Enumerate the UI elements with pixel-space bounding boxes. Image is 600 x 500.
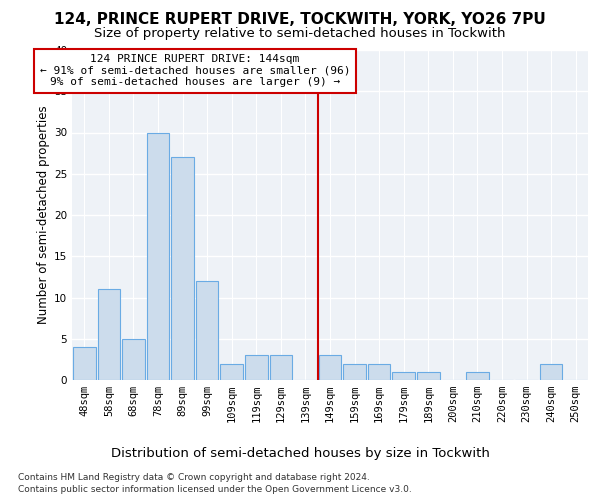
Bar [245, 355, 268, 380]
Bar [392, 372, 415, 380]
Bar [269, 355, 292, 380]
Bar [540, 364, 562, 380]
Bar [220, 364, 243, 380]
Bar [417, 372, 440, 380]
Text: Distribution of semi-detached houses by size in Tockwith: Distribution of semi-detached houses by … [110, 448, 490, 460]
Text: Contains public sector information licensed under the Open Government Licence v3: Contains public sector information licen… [18, 485, 412, 494]
Bar [319, 355, 341, 380]
Y-axis label: Number of semi-detached properties: Number of semi-detached properties [37, 106, 50, 324]
Text: Size of property relative to semi-detached houses in Tockwith: Size of property relative to semi-detach… [94, 28, 506, 40]
Bar [98, 289, 120, 380]
Text: Contains HM Land Registry data © Crown copyright and database right 2024.: Contains HM Land Registry data © Crown c… [18, 474, 370, 482]
Text: 124, PRINCE RUPERT DRIVE, TOCKWITH, YORK, YO26 7PU: 124, PRINCE RUPERT DRIVE, TOCKWITH, YORK… [54, 12, 546, 28]
Bar [122, 339, 145, 380]
Text: 124 PRINCE RUPERT DRIVE: 144sqm
← 91% of semi-detached houses are smaller (96)
9: 124 PRINCE RUPERT DRIVE: 144sqm ← 91% of… [40, 54, 350, 88]
Bar [343, 364, 366, 380]
Bar [196, 281, 218, 380]
Bar [146, 132, 169, 380]
Bar [466, 372, 489, 380]
Bar [73, 347, 95, 380]
Bar [368, 364, 391, 380]
Bar [171, 157, 194, 380]
